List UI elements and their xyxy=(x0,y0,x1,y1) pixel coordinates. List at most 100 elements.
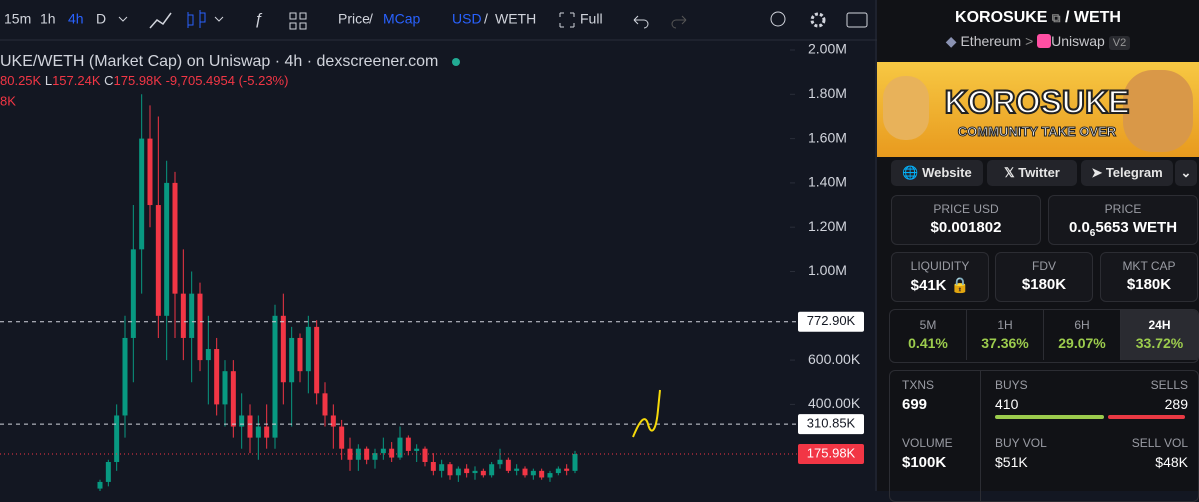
candle-body xyxy=(439,464,445,471)
fx-icon[interactable]: ƒ xyxy=(254,11,263,28)
stat-value: $180K xyxy=(1021,276,1067,293)
y-tick-label: 400.00K xyxy=(808,395,861,411)
change-tab[interactable]: 1H 37.36% xyxy=(967,310,1044,360)
candle-body xyxy=(372,453,378,460)
y-tick-label: 1.00M xyxy=(808,262,847,278)
chart-bg xyxy=(0,0,877,491)
volume-label: 8K xyxy=(0,93,16,108)
candle-body xyxy=(447,464,453,476)
candle-body xyxy=(164,182,170,316)
candle-body xyxy=(489,464,495,476)
link-label: Twitter xyxy=(1018,165,1060,180)
candle-body xyxy=(472,470,478,474)
interval[interactable]: D xyxy=(96,11,106,27)
layout-icon[interactable] xyxy=(289,12,307,30)
price-label-box xyxy=(798,414,864,435)
chart-title: UKE/WETH (Market Cap) on Uniswap · 4h · … xyxy=(0,53,438,70)
buy-sell-ratio xyxy=(995,415,1185,419)
candle-body xyxy=(480,470,486,476)
weth-toggle[interactable]: WETH xyxy=(495,11,536,27)
change-tab[interactable]: 5M 0.41% xyxy=(890,310,967,360)
liquidity-value: $41K xyxy=(910,277,947,294)
chain[interactable]: Ethereum xyxy=(960,33,1022,49)
candle-body xyxy=(505,459,511,471)
uniswap-icon xyxy=(1037,34,1052,48)
volume-cell: VOLUME $100K xyxy=(902,436,953,471)
candle-icon[interactable] xyxy=(187,10,206,28)
website-link[interactable]: 🌐 Website xyxy=(891,160,983,186)
chevron[interactable] xyxy=(118,16,128,22)
usd-toggle[interactable]: USD xyxy=(452,11,482,27)
stat-value: $41K 🔒 xyxy=(892,276,988,294)
mcap-toggle[interactable]: MCap xyxy=(383,11,421,27)
sells-bar xyxy=(1108,415,1185,419)
y-tick-label: 600.00K xyxy=(808,351,861,367)
candle-body xyxy=(397,437,403,458)
candle-body xyxy=(214,349,220,405)
interval[interactable]: 15m xyxy=(4,11,31,27)
stat-label: LIQUIDITY xyxy=(910,259,970,273)
tab-value: 33.72% xyxy=(1135,335,1184,351)
candle-body xyxy=(139,138,145,250)
camera-icon[interactable] xyxy=(846,12,868,28)
y-tick-label: 1.80M xyxy=(808,85,847,101)
change-tab[interactable]: 6H 29.07% xyxy=(1044,310,1121,360)
cell-label: TXNS xyxy=(902,378,935,392)
more-links[interactable]: ⌄ xyxy=(1175,160,1197,186)
price-label-box xyxy=(798,311,864,332)
liquidity-card: LIQUIDITY $41K 🔒 xyxy=(891,252,989,302)
dex[interactable]: Uniswap xyxy=(1051,33,1105,49)
ohlc-key: L xyxy=(45,73,52,88)
stat-label: PRICE xyxy=(1104,202,1142,216)
candle-body xyxy=(230,371,236,427)
candle-body xyxy=(364,448,370,460)
undo-icon[interactable] xyxy=(633,15,649,29)
full-button[interactable]: Full xyxy=(580,11,603,27)
candle-body xyxy=(155,205,161,316)
twitter-link[interactable]: 𝕏 Twitter xyxy=(987,160,1077,186)
price-toggle[interactable]: Price xyxy=(338,11,370,27)
cell-value: $100K xyxy=(902,454,947,471)
y-tick-label: 2.00M xyxy=(808,41,847,57)
candle-body xyxy=(255,426,261,438)
last-price-label: 175.98K xyxy=(807,445,856,460)
banner-subtitle: COMMUNITY TAKE OVER xyxy=(957,124,1117,140)
candle-body xyxy=(355,448,361,460)
candle-body xyxy=(247,415,253,438)
fdv-card: FDV $180K xyxy=(995,252,1093,302)
copy-icon[interactable]: ⧉ xyxy=(1051,11,1061,25)
chevron[interactable] xyxy=(214,16,224,22)
settings-icon[interactable] xyxy=(810,12,826,28)
stat-value: $180K xyxy=(1126,276,1172,293)
candle-body xyxy=(314,326,320,394)
sells-cell: SELLS 289 xyxy=(1151,378,1188,412)
candle-body xyxy=(514,468,520,471)
tab-label: 6H xyxy=(1074,318,1090,332)
version-badge: V2 xyxy=(1108,36,1131,50)
tab-label: 24H xyxy=(1148,318,1171,332)
interval[interactable]: 1h xyxy=(40,11,56,27)
price-card: PRICE 0.065653 WETH xyxy=(1048,195,1198,245)
candle-body xyxy=(289,337,295,383)
candle-body xyxy=(414,448,420,451)
txns-cell: TXNS 699 xyxy=(902,378,934,413)
pair-title: KOROSUKE ⧉ / WETH xyxy=(877,9,1199,27)
cell-value: 410 xyxy=(995,396,1019,412)
interval[interactable]: 4h xyxy=(68,11,84,27)
banner: KOROSUKE COMMUNITY TAKE OVER xyxy=(877,62,1199,157)
line-icon[interactable] xyxy=(149,12,172,29)
zoom-icon[interactable] xyxy=(770,11,786,27)
candle-body xyxy=(322,393,328,416)
cell-value: $51K xyxy=(995,454,1028,470)
change-tab[interactable]: 24H 33.72% xyxy=(1121,310,1198,360)
banner-title: KOROSUKE xyxy=(944,83,1131,121)
full-icon[interactable] xyxy=(559,12,575,28)
candle-body xyxy=(339,426,345,449)
candle-body xyxy=(430,461,436,471)
quote-token: WETH xyxy=(1073,9,1121,26)
candle-body xyxy=(464,468,470,474)
telegram-link[interactable]: ➤ Telegram xyxy=(1081,160,1173,186)
candle-body xyxy=(272,315,278,438)
cell-label: BUYS xyxy=(995,378,1028,392)
